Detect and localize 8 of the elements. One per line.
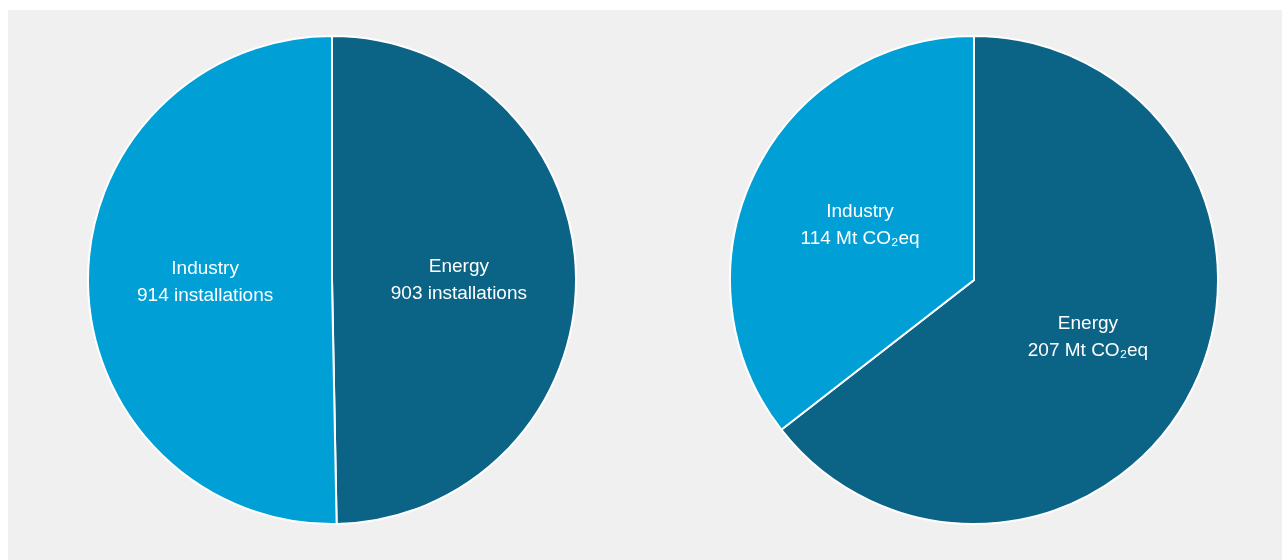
slice-label: Energy bbox=[428, 254, 490, 276]
slice-label: Industry bbox=[171, 257, 240, 279]
slice-label: Energy bbox=[1057, 311, 1119, 333]
data-label: 914 installations bbox=[136, 284, 274, 306]
data-label: 114 Mt CO₂eq bbox=[800, 227, 920, 249]
slice-label: Industry bbox=[826, 200, 895, 222]
data-label: 903 installations bbox=[390, 281, 528, 303]
data-label: 207 Mt CO₂eq bbox=[1027, 338, 1149, 360]
